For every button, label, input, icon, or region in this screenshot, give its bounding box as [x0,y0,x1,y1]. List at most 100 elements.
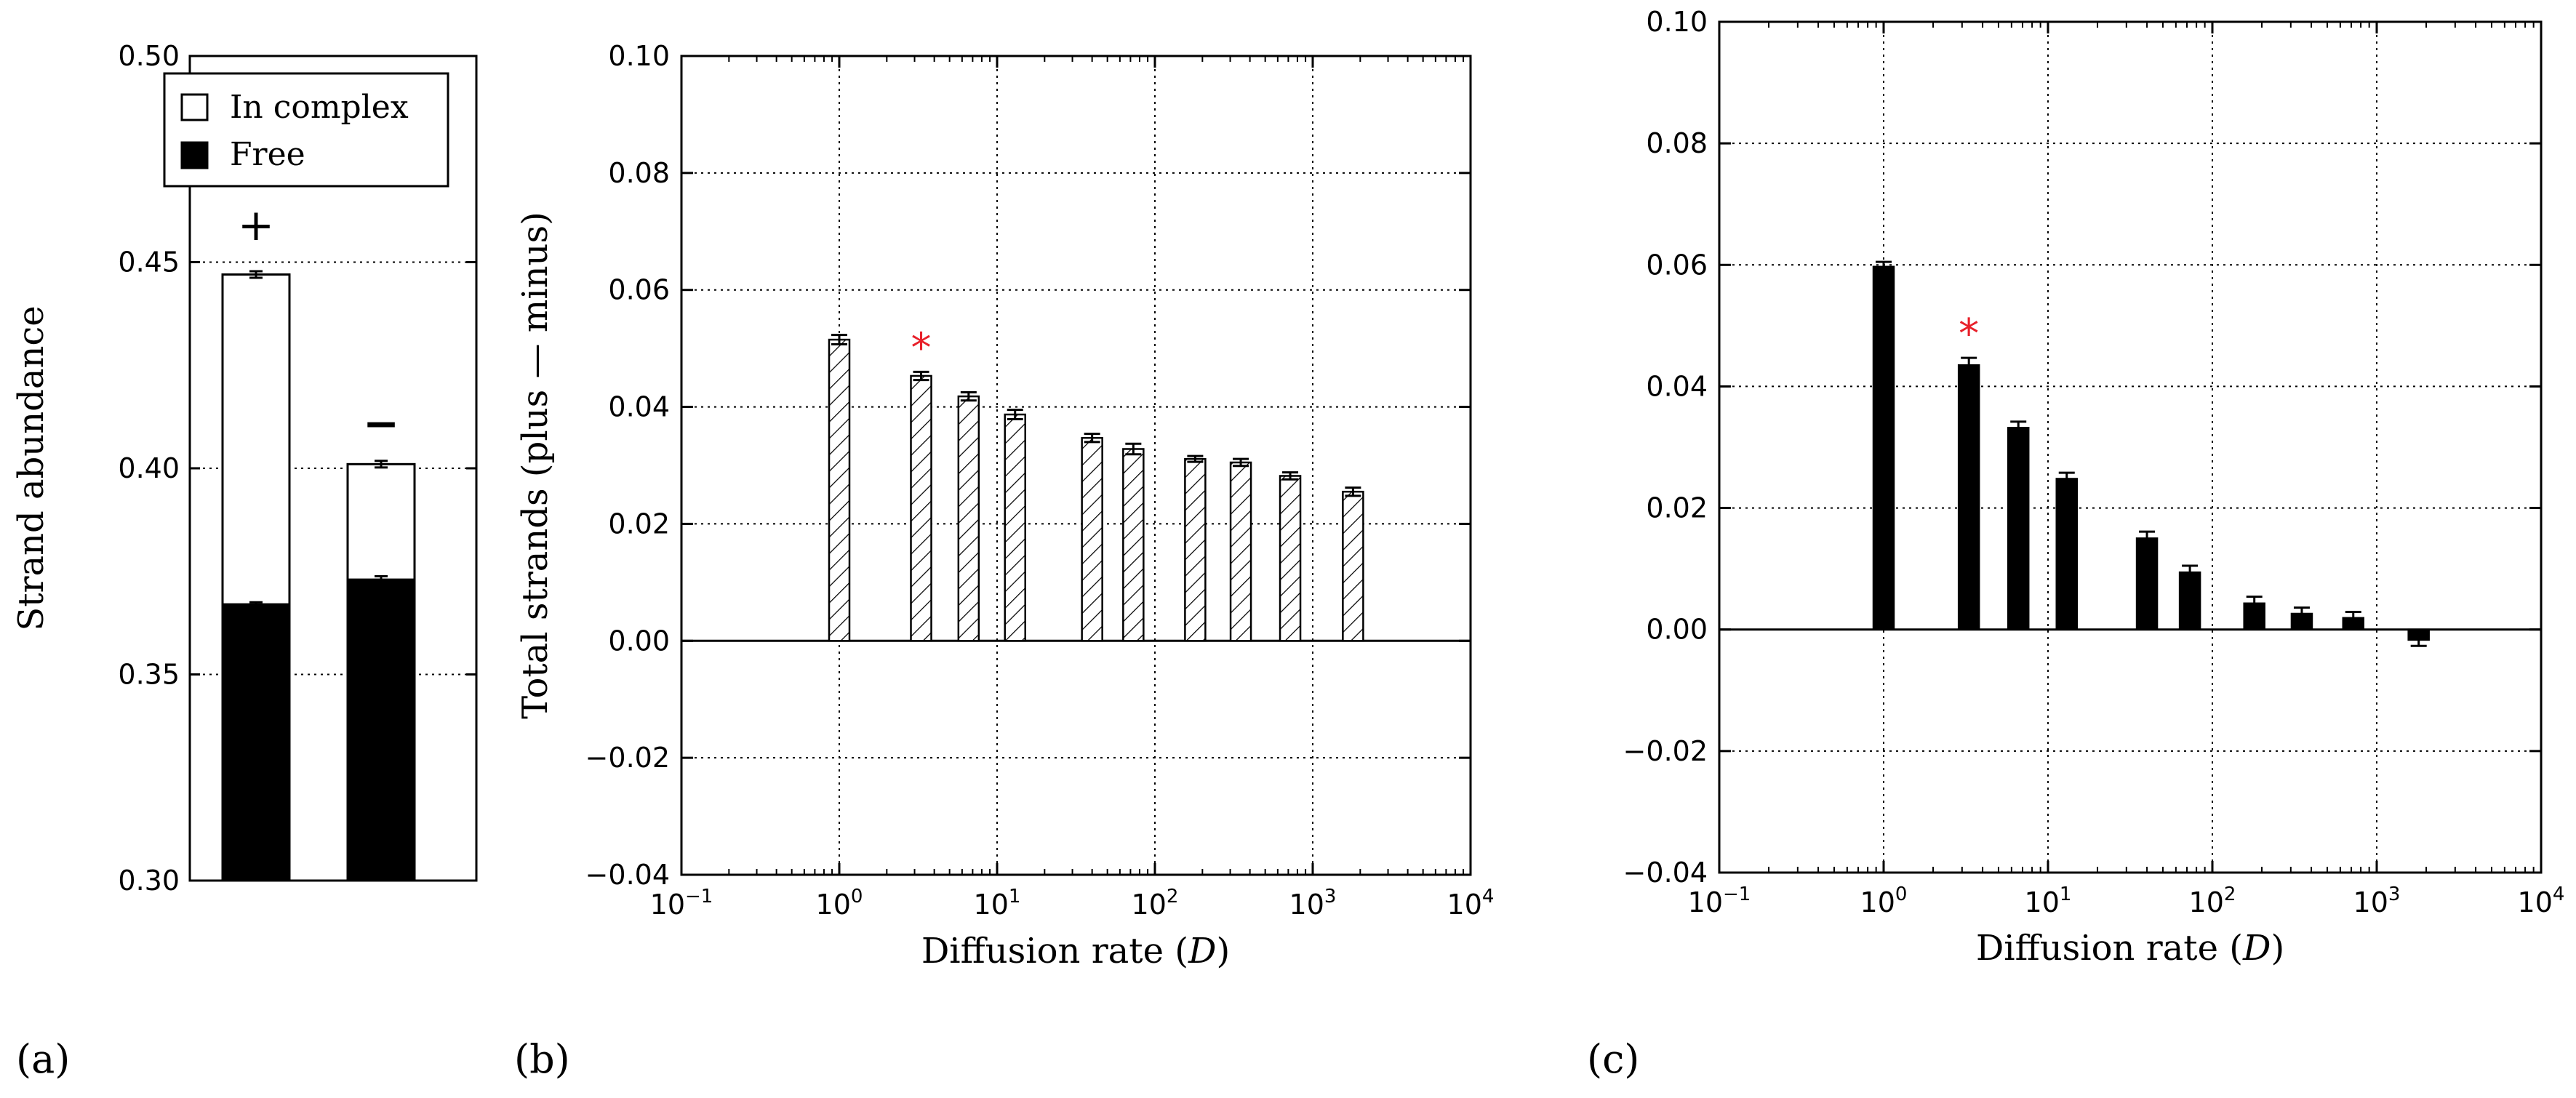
panel-b-xlabel-prefix: Diffusion rate ( [921,931,1188,971]
plus-label: + [238,200,274,251]
legend-box [163,72,449,188]
x-tick-label: 101 [2025,883,2072,918]
y-tick-label: 0.35 [118,659,180,691]
panel-b-label: (b) [514,1036,570,1082]
bar [2178,571,2201,630]
panel-b-frame [680,55,1472,876]
bar-free [221,603,291,882]
error-bar [2410,633,2427,647]
error-bar [2293,606,2310,621]
panel-b-xlabel-var: D [1188,931,1216,971]
minus-label: − [363,398,399,449]
bar-in-complex [346,462,416,581]
panel-c-label: (c) [1587,1036,1639,1082]
y-tick-label: 0.02 [608,508,670,540]
error-bar [913,370,929,382]
error-bar [1187,454,1204,463]
y-tick-label: 0.10 [1646,6,1708,38]
bar [957,395,980,642]
error-bar [2246,596,2263,612]
error-bar [1345,486,1361,497]
error-bar [2345,610,2361,625]
bar [1342,490,1364,642]
bar [1872,265,1895,630]
bar [1004,413,1026,642]
y-tick-label: 0.30 [118,865,180,897]
error-bar [1282,471,1299,481]
y-tick-label: 0.08 [1646,127,1708,159]
y-tick-label: 0.02 [1646,492,1708,524]
bar-free [346,578,416,882]
panel-a-bars [221,270,416,882]
panel-b: * −0.04 −0.02 0.00 0.02 0.04 0.06 0.08 0.10 10−1… [514,40,1494,1082]
error-bar [375,460,388,469]
panel-c-xlabel-suffix: ) [2271,928,2284,969]
y-tick-label: −0.04 [1623,857,1708,889]
y-tick-label: −0.02 [585,742,670,774]
panel-a-label: (a) [16,1036,70,1082]
panel-c-frame [1718,20,2543,874]
panel-b-grid [681,55,1471,875]
panel-c: * −0.04 −0.02 0.00 0.02 0.04 0.06 0.08 0.10 10−1… [1587,6,2564,1082]
y-tick-label: 0.00 [1646,614,1708,646]
x-tick-label: 104 [2518,883,2565,918]
y-tick-label: −0.02 [1623,735,1708,767]
x-tick-label: 10−1 [1688,883,1751,918]
error-bar [249,270,263,279]
x-tick-label: 10−1 [650,886,713,921]
panel-c-xlabel-prefix: Diffusion rate ( [1976,928,2243,969]
error-bar [375,575,388,585]
bar [2055,478,2079,630]
panel-a-ylabel: Strand abundance [11,305,52,630]
bar [828,338,851,642]
bar [1081,436,1103,642]
panel-a: 0.30 0.35 0.40 0.45 0.50 In complex Free + −… [11,40,478,1082]
panel-b-ticks: −0.04 −0.02 0.00 0.02 0.04 0.06 0.08 0.10 10−1 10… [585,40,1495,921]
y-tick-label: 0.40 [118,452,180,484]
x-tick-label: 104 [1447,886,1495,921]
panel-c-bars: * [1872,260,2430,647]
panel-b-ylabel: Total strands (plus — minus) [515,212,556,719]
bar-in-complex [221,273,291,606]
legend-label-in-complex: In complex [230,89,409,126]
error-bar [1961,356,1977,374]
x-tick-label: 103 [1289,886,1337,921]
error-bar [1125,442,1142,456]
error-bar [2182,564,2199,580]
y-tick-label: 0.04 [608,391,670,423]
x-tick-label: 100 [816,886,863,921]
y-tick-label: 0.06 [608,274,670,306]
x-tick-label: 100 [1860,883,1908,918]
bar [1184,457,1207,642]
y-tick-label: 0.45 [118,247,180,278]
error-bar [1084,433,1100,444]
panel-b-xlabel: Diffusion rate (D) [921,931,1230,971]
significance-star: * [1959,310,1979,358]
bar [1957,364,1980,630]
panel-c-ticks: −0.04 −0.02 0.00 0.02 0.04 0.06 0.08 0.10 10−1 10… [1623,6,2565,918]
error-bar [1007,409,1023,420]
y-tick-label: −0.04 [585,859,670,891]
error-bar [960,390,977,402]
panel-c-xlabel-var: D [2242,928,2271,969]
error-bar [2139,530,2156,547]
panel-a-legend: In complex Free [163,72,449,188]
x-tick-label: 102 [1132,886,1179,921]
y-tick-label: 0.04 [1646,370,1708,402]
panel-c-xlabel: Diffusion rate (D) [1976,928,2284,969]
significance-star: * [911,324,932,372]
x-tick-label: 102 [2189,883,2236,918]
bar [1229,461,1252,642]
panel-b-xlabel-suffix: ) [1216,931,1230,971]
y-tick-label: 0.08 [608,157,670,189]
legend-label-free: Free [230,136,305,173]
error-bar [831,334,847,346]
bar [1122,448,1145,642]
panel-b-bars: * [828,324,1364,642]
legend-swatch-in-complex [180,93,209,121]
x-tick-label: 103 [2353,883,2401,918]
error-bar [1233,457,1249,468]
legend-swatch-free [180,141,209,169]
error-bar [2058,471,2075,486]
panel-a-yticks: 0.30 0.35 0.40 0.45 0.50 [118,40,476,897]
